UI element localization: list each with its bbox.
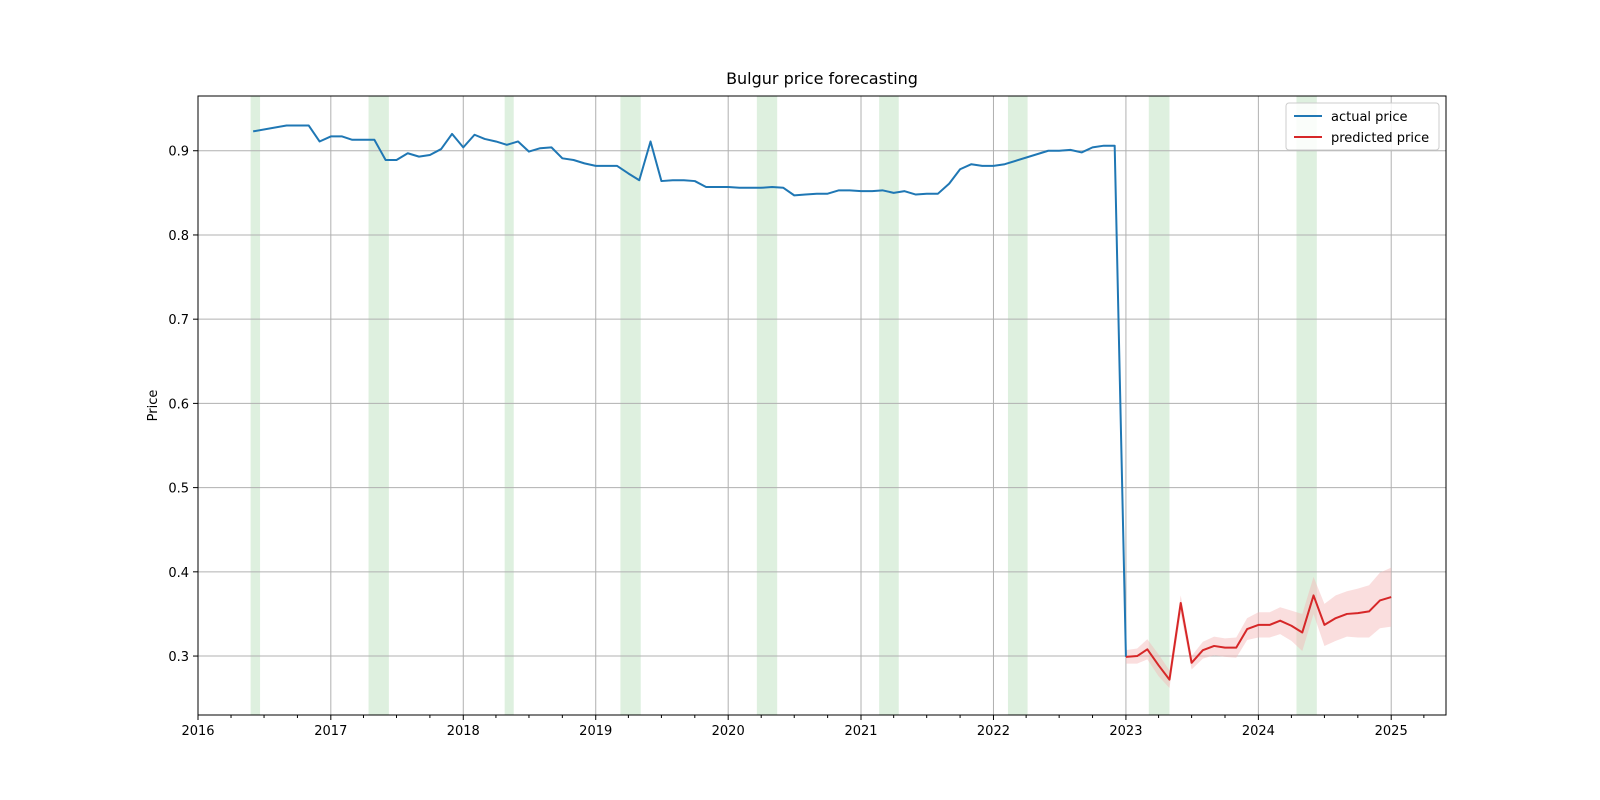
x-tick-label-5: 2021 xyxy=(844,724,877,739)
x-tick-label-8: 2024 xyxy=(1242,724,1275,739)
y-tick-label-2: 0.5 xyxy=(168,482,189,497)
shaded-period-6 xyxy=(1007,96,1028,715)
x-tick-label-2: 2018 xyxy=(447,724,480,739)
y-tick-label-5: 0.8 xyxy=(168,229,189,244)
x-tick-label-1: 2017 xyxy=(314,724,347,739)
x-tick-label-4: 2020 xyxy=(712,724,745,739)
legend[interactable]: actual price predicted price xyxy=(1285,102,1440,151)
shaded-period-0 xyxy=(250,96,261,715)
predicted-price-line xyxy=(1125,594,1392,681)
y-tick-label-1: 0.4 xyxy=(168,566,189,581)
grid xyxy=(197,96,1446,715)
x-tick-label-9: 2025 xyxy=(1375,724,1408,739)
x-tick-label-7: 2023 xyxy=(1109,724,1142,739)
x-tick-label-6: 2022 xyxy=(977,724,1010,739)
shaded-period-4 xyxy=(756,96,778,715)
actual-price-line xyxy=(252,124,1127,657)
y-tick-label-6: 0.9 xyxy=(168,145,189,160)
y-tick-label-3: 0.6 xyxy=(168,397,189,412)
confidence-band xyxy=(1125,567,1392,689)
x-tick-label-0: 2016 xyxy=(181,724,214,739)
chart-title: Bulgur price forecasting xyxy=(726,69,918,88)
x-tick-label-3: 2019 xyxy=(579,724,612,739)
shaded-period-7 xyxy=(1148,96,1170,715)
series xyxy=(252,124,1392,681)
y-tick-label-4: 0.7 xyxy=(168,313,189,328)
shaded-period-3 xyxy=(620,96,641,715)
y-tick-label-0: 0.3 xyxy=(168,650,189,665)
shaded-periods xyxy=(250,96,1317,715)
prediction-interval-band xyxy=(1125,567,1392,689)
legend-box xyxy=(1285,102,1440,151)
shaded-period-5 xyxy=(879,96,899,715)
legend-label-actual: actual price xyxy=(1331,110,1408,125)
shaded-period-8 xyxy=(1296,96,1317,715)
shaded-period-1 xyxy=(368,96,389,715)
shaded-period-2 xyxy=(504,96,514,715)
ticks: 2016 2017 2018 2019 2020 2021 2022 2023 2024 2025… xyxy=(168,145,1425,739)
legend-label-predicted: predicted price xyxy=(1331,131,1429,146)
y-axis-label: Price xyxy=(146,390,161,422)
plot-frame xyxy=(197,95,1447,716)
